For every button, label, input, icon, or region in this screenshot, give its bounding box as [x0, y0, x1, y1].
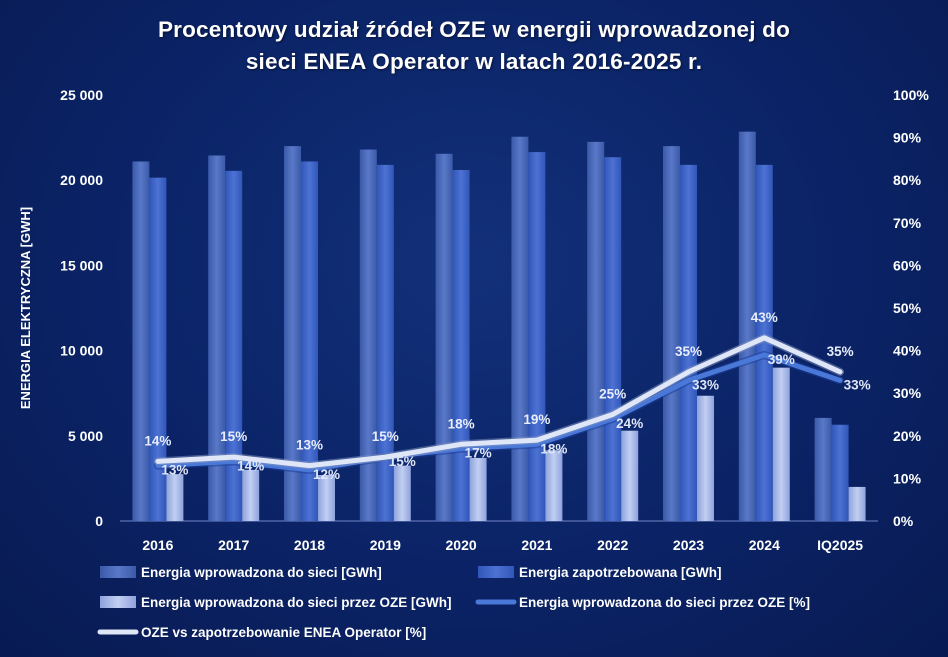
data-label-oze-vs-demand: 13% — [296, 438, 323, 453]
data-label-oze-percent: 24% — [616, 416, 643, 431]
y2-tick-label: 10% — [893, 470, 922, 486]
x-tick-label: 2023 — [673, 537, 704, 553]
x-tick-label: 2020 — [446, 537, 477, 553]
bar-series-3 — [545, 450, 563, 521]
data-label-oze-vs-demand: 43% — [751, 310, 778, 325]
y-axis-label: ENERGIA ELEKTRYCZNA [GWH] — [18, 207, 33, 409]
bar-series-1 — [738, 131, 756, 522]
bar-series-3 — [772, 367, 790, 521]
y-tick-label: 10 000 — [60, 343, 103, 359]
data-label-oze-vs-demand: 35% — [827, 344, 854, 359]
y2-tick-label: 20% — [893, 428, 922, 444]
bar-series-3 — [697, 395, 714, 521]
bar-series-1 — [359, 149, 377, 521]
x-tick-label: 2024 — [749, 537, 780, 553]
data-label-oze-percent: 39% — [768, 352, 795, 367]
legend-label: Energia zapotrzebowana [GWh] — [519, 565, 722, 580]
data-label-oze-percent: 17% — [465, 446, 492, 461]
chart-title-line-1: Procentowy udział źródeł OZE w energii w… — [157, 17, 791, 42]
x-tick-label: 2022 — [597, 537, 628, 553]
y-tick-label: 0 — [95, 513, 103, 529]
bar-series-1 — [435, 153, 453, 521]
bar-series-2 — [225, 170, 243, 521]
bar-series-2 — [376, 164, 394, 521]
bar-series-3 — [469, 457, 487, 521]
bar-series-2 — [831, 424, 849, 521]
legend-label: OZE vs zapotrzebowanie ENEA Operator [%] — [141, 625, 426, 640]
legend-label: Energia wprowadzona do sieci [GWh] — [141, 565, 382, 580]
y-tick-label: 15 000 — [60, 257, 103, 273]
bar-series-1 — [663, 146, 680, 521]
data-label-oze-percent: 18% — [540, 441, 567, 456]
legend-label: Energia wprowadzona do sieci przez OZE [… — [141, 595, 452, 610]
legend: Energia wprowadzona do sieci [GWh] Energi… — [97, 565, 810, 640]
bar-series-1 — [208, 155, 226, 521]
bar-series-3 — [318, 474, 335, 521]
chart-title-line-2: sieci ENEA Operator w latach 2016-2025 r… — [245, 49, 703, 74]
data-label-oze-percent: 12% — [313, 467, 340, 482]
data-label-oze-percent: 13% — [161, 463, 188, 478]
data-label-oze-vs-demand: 19% — [523, 412, 550, 427]
bar-series-2 — [452, 169, 470, 521]
bar-series-1 — [511, 136, 529, 522]
x-tick-label: 2018 — [294, 537, 325, 553]
data-label-oze-percent: 14% — [237, 458, 264, 473]
bar-series-2 — [528, 152, 546, 522]
x-tick-label: IQ2025 — [817, 537, 863, 553]
chart-title: Procentowy udział źródeł OZE w energii w… — [0, 14, 948, 78]
bar-series-2 — [301, 161, 318, 521]
legend-label: Energia wprowadzona do sieci przez OZE [… — [519, 595, 810, 610]
bar-series-3 — [393, 465, 411, 521]
bar-series-2 — [604, 157, 622, 522]
bar-series-3 — [242, 469, 260, 521]
bar-series-2 — [680, 164, 697, 521]
x-tick-label: 2017 — [218, 537, 249, 553]
line-series-1-shadow — [153, 350, 845, 474]
y2-tick-label: 30% — [893, 385, 922, 401]
bar-series-1 — [284, 146, 301, 521]
lines-layer — [153, 333, 845, 474]
bar-series-3 — [848, 486, 866, 521]
y2-tick-label: 0% — [893, 513, 914, 529]
data-labels-layer: 13% 14% 12% 15% 17% 18% 24% 33% 39% 33% 14% 15% 13% 1… — [144, 310, 870, 482]
y-tick-label: 20 000 — [60, 172, 103, 188]
line-series-2 — [155, 335, 843, 469]
bar-series-1 — [814, 417, 832, 521]
data-label-oze-percent: 33% — [844, 377, 871, 392]
bar-series-1 — [132, 161, 150, 521]
data-label-oze-vs-demand: 15% — [372, 429, 399, 444]
bar-series-3 — [621, 430, 639, 521]
bar-series-1 — [587, 141, 605, 522]
data-label-oze-percent: 15% — [389, 454, 416, 469]
data-label-oze-vs-demand: 25% — [599, 387, 626, 402]
legend-swatch — [100, 566, 136, 578]
legend-swatch — [478, 566, 514, 578]
line-series-1 — [155, 352, 843, 473]
y2-tick-label: 70% — [893, 215, 922, 231]
data-label-oze-vs-demand: 15% — [220, 429, 247, 444]
x-tick-label: 2016 — [142, 537, 173, 553]
legend-swatch — [100, 596, 136, 608]
y2-tick-label: 60% — [893, 257, 922, 273]
y2-tick-label: 50% — [893, 300, 922, 316]
y2-tick-label: 40% — [893, 343, 922, 359]
bars-layer — [132, 131, 866, 522]
y2-tick-label: 90% — [893, 130, 922, 146]
y-tick-label: 25 000 — [60, 87, 103, 103]
bar-series-2 — [755, 164, 773, 521]
axes-layer: 0 5 000 10 000 15 000 20 000 25 000 0% 10% 20% 30… — [18, 87, 929, 553]
x-tick-label: 2021 — [521, 537, 552, 553]
bar-series-3 — [166, 474, 184, 521]
data-label-oze-vs-demand: 35% — [675, 344, 702, 359]
y2-tick-label: 80% — [893, 172, 922, 188]
y2-tick-label: 100% — [893, 87, 929, 103]
x-tick-label: 2019 — [370, 537, 401, 553]
data-label-oze-vs-demand: 14% — [144, 433, 171, 448]
y-tick-label: 5 000 — [68, 428, 103, 444]
data-label-oze-vs-demand: 18% — [448, 416, 475, 431]
bar-series-2 — [149, 177, 167, 522]
data-label-oze-percent: 33% — [692, 377, 719, 392]
